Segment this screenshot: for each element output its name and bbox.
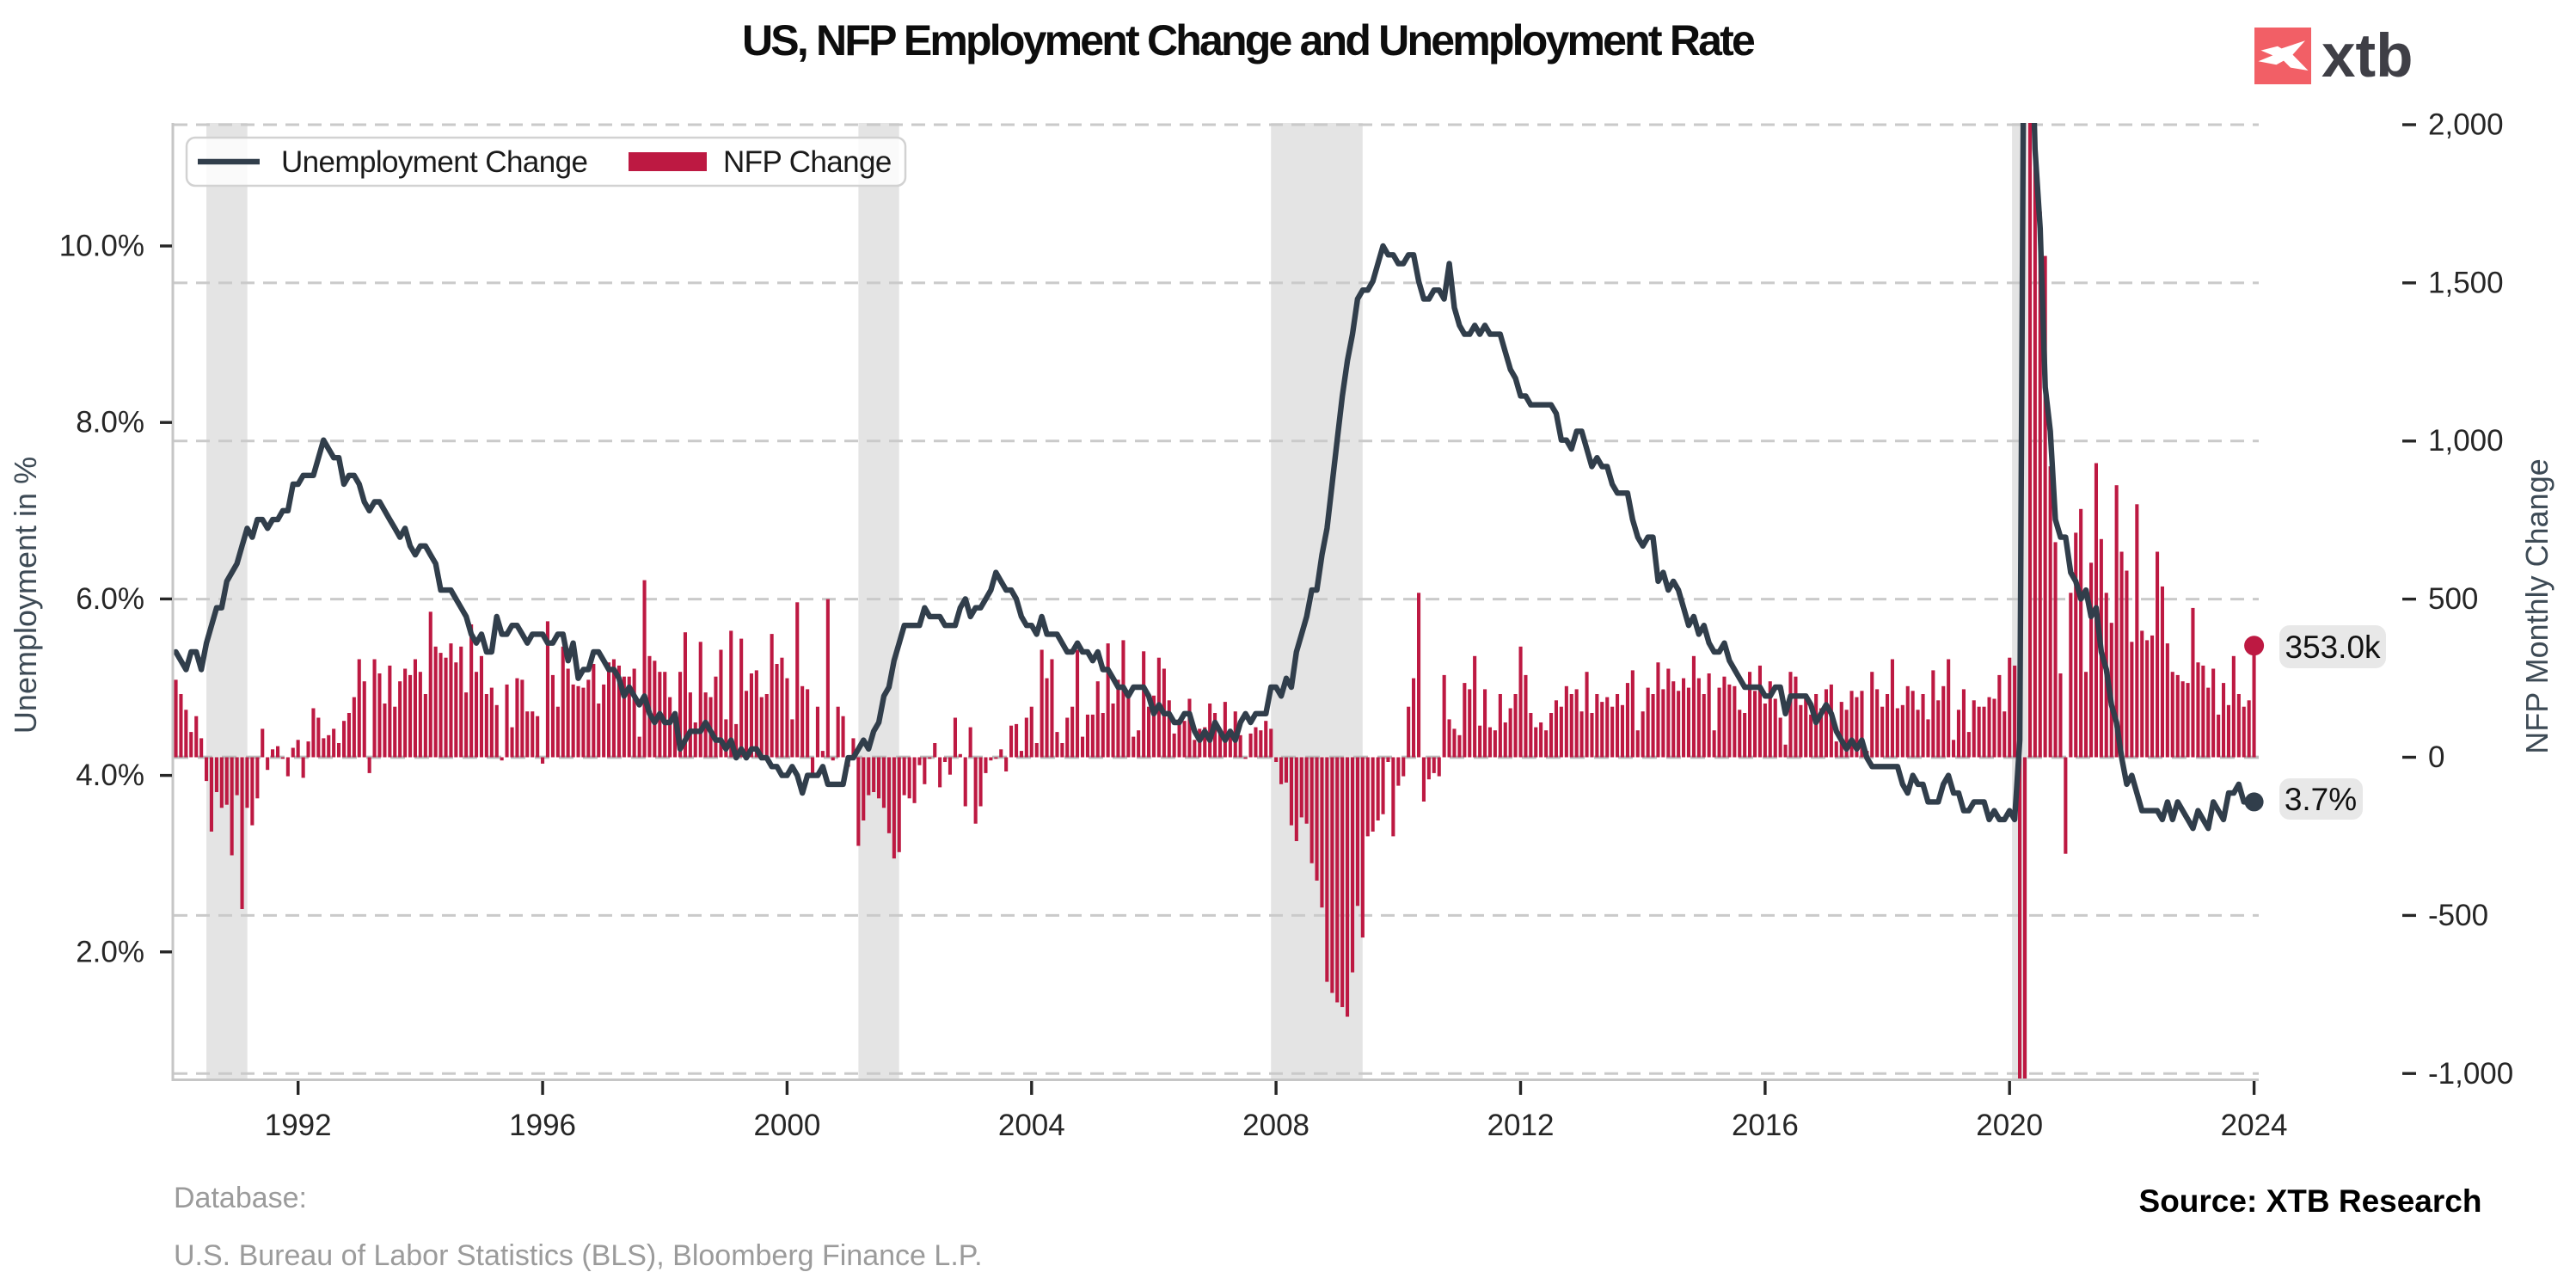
svg-text:3.7%: 3.7% — [2285, 782, 2357, 817]
svg-text:2008: 2008 — [1242, 1109, 1309, 1142]
svg-text:10.0%: 10.0% — [59, 230, 144, 263]
svg-text:8.0%: 8.0% — [76, 406, 144, 439]
svg-text:1,000: 1,000 — [2428, 424, 2504, 458]
svg-text:2004: 2004 — [998, 1109, 1065, 1142]
svg-text:2016: 2016 — [1732, 1109, 1799, 1142]
svg-text:Source: XTB Research: Source: XTB Research — [2139, 1183, 2482, 1219]
svg-text:U.S. Bureau of Labor Statistic: U.S. Bureau of Labor Statistics (BLS), B… — [174, 1239, 983, 1272]
svg-text:2012: 2012 — [1487, 1109, 1555, 1142]
svg-text:xtb: xtb — [2321, 22, 2413, 90]
svg-text:500: 500 — [2428, 582, 2478, 616]
svg-text:1996: 1996 — [509, 1109, 576, 1142]
svg-text:NFP Monthly Change: NFP Monthly Change — [2519, 458, 2555, 754]
svg-text:2020: 2020 — [1976, 1109, 2043, 1142]
svg-text:Unemployment in %: Unemployment in % — [8, 457, 43, 734]
svg-text:-500: -500 — [2428, 899, 2488, 932]
svg-text:2,000: 2,000 — [2428, 108, 2504, 142]
svg-text:2000: 2000 — [753, 1109, 820, 1142]
svg-text:NFP Change: NFP Change — [723, 145, 892, 179]
svg-text:2.0%: 2.0% — [76, 935, 144, 968]
svg-text:1,500: 1,500 — [2428, 266, 2504, 299]
svg-text:US, NFP Employment Change and: US, NFP Employment Change and Unemployme… — [742, 16, 1755, 65]
svg-text:4.0%: 4.0% — [76, 759, 144, 792]
svg-text:-1,000: -1,000 — [2428, 1057, 2513, 1091]
svg-text:6.0%: 6.0% — [76, 582, 144, 616]
svg-text:353.0k: 353.0k — [2285, 630, 2381, 665]
svg-text:2024: 2024 — [2221, 1109, 2288, 1142]
svg-text:1992: 1992 — [265, 1109, 332, 1142]
svg-text:Unemployment Change: Unemployment Change — [281, 145, 587, 179]
svg-text:Database:: Database: — [174, 1182, 307, 1214]
svg-text:0: 0 — [2428, 740, 2444, 774]
